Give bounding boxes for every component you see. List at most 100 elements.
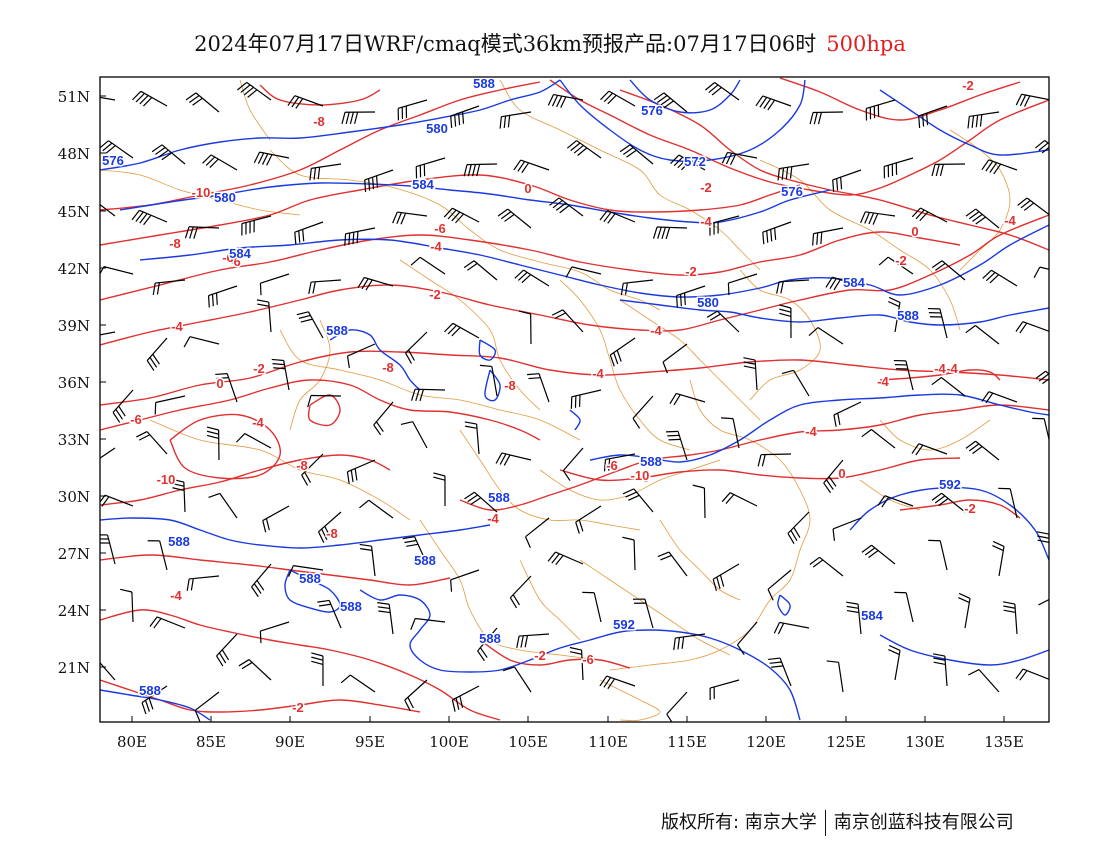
lat-tick-label: 33N bbox=[58, 431, 90, 449]
wind-barb-feather bbox=[261, 153, 269, 165]
wind-barb bbox=[476, 424, 480, 455]
wind-barb-feather bbox=[148, 697, 154, 710]
wind-barb-feather bbox=[975, 216, 986, 225]
wind-barb-feather bbox=[237, 81, 248, 91]
wind-barb-feather bbox=[603, 211, 612, 223]
wind-barb-feather bbox=[359, 543, 372, 547]
wind-barb-feather bbox=[846, 605, 859, 609]
wind-barb-feather bbox=[433, 472, 446, 477]
wind-barb-feather bbox=[569, 651, 582, 655]
map-title: 2024年07月17日WRF/cmaq模式36km预报产品:07月17日06时 5… bbox=[0, 28, 1100, 58]
province-boundary bbox=[289, 319, 331, 431]
wind-barb-feather bbox=[599, 210, 608, 221]
wind-barb bbox=[779, 279, 810, 283]
temperature-contour bbox=[100, 231, 961, 301]
copyright-footer: 版权所有: 南京大学 南京创蓝科技有限公司 bbox=[661, 808, 1014, 836]
temperature-label: 0 bbox=[911, 224, 918, 239]
temperature-contour bbox=[100, 554, 451, 586]
wind-barb-feather bbox=[208, 492, 221, 499]
wind-barb-feather bbox=[410, 256, 421, 266]
wind-barb-feather bbox=[619, 144, 631, 153]
wind-barb-feather bbox=[509, 597, 518, 609]
wind-barb-feather bbox=[833, 414, 837, 427]
wind-barb-feather bbox=[704, 82, 715, 91]
wind-barb-feather bbox=[470, 497, 482, 505]
geopotential-label: 576 bbox=[102, 153, 124, 168]
wind-barb-feather bbox=[555, 555, 564, 566]
wind-barb-feather bbox=[915, 209, 925, 220]
wind-barb-feather bbox=[288, 565, 294, 577]
wind-barb-feather bbox=[657, 551, 670, 558]
wind-barb-feather bbox=[419, 389, 424, 402]
wind-barb bbox=[283, 360, 290, 391]
wind-barb-feather bbox=[257, 152, 265, 164]
wind-barb bbox=[1014, 604, 1018, 635]
wind-barb-feather bbox=[861, 429, 872, 438]
wind-barb-feather bbox=[683, 292, 686, 305]
wind-barb-feather bbox=[559, 205, 570, 214]
wind-barb bbox=[416, 157, 446, 168]
geopotential-label: 584 bbox=[861, 608, 883, 623]
geopotential-label: 576 bbox=[781, 184, 803, 199]
wind-barb-feather bbox=[352, 232, 355, 245]
wind-barb-feather bbox=[840, 177, 843, 190]
wind-barb bbox=[793, 369, 810, 397]
wind-barb-feather bbox=[666, 713, 673, 722]
wind-barb-feather bbox=[465, 425, 478, 429]
wind-barb bbox=[141, 685, 168, 704]
wind-barb-feather bbox=[769, 661, 782, 664]
wind-barb bbox=[978, 669, 1000, 693]
wind-barb-feather bbox=[272, 362, 285, 366]
wind-barb bbox=[833, 401, 862, 416]
wind-barb bbox=[452, 685, 480, 701]
wind-barb-feather bbox=[888, 649, 900, 656]
wind-barb bbox=[241, 215, 272, 225]
wind-barb-feather bbox=[206, 430, 219, 435]
temperature-contour bbox=[779, 77, 1021, 121]
wind-barb-feather bbox=[662, 361, 669, 374]
temperature-label: -4 bbox=[877, 374, 889, 389]
wind-barb-feather bbox=[785, 167, 789, 180]
wind-barb bbox=[608, 90, 636, 107]
wind-barb-feather bbox=[447, 324, 457, 335]
wind-barb bbox=[975, 440, 1000, 461]
wind-barb bbox=[466, 163, 498, 166]
wind-barb-feather bbox=[238, 659, 250, 667]
wind-barb-feather bbox=[467, 494, 478, 503]
wind-barb-feather bbox=[552, 199, 563, 209]
wind-barb-feather bbox=[781, 167, 785, 180]
wind-barb bbox=[941, 260, 966, 281]
wind-barb bbox=[1022, 668, 1049, 680]
wind-barb-feather bbox=[919, 211, 929, 222]
temperature-contour bbox=[479, 639, 631, 669]
wind-barb bbox=[450, 105, 480, 117]
wind-barb bbox=[538, 373, 550, 403]
wind-barb bbox=[146, 431, 168, 455]
wind-barb-feather bbox=[291, 96, 300, 108]
geopotential-contour bbox=[139, 224, 1049, 298]
wind-barb-feather bbox=[1041, 146, 1049, 154]
wind-barb bbox=[301, 453, 324, 476]
geopotential-label: 588 bbox=[299, 571, 321, 586]
wind-barb-feather bbox=[993, 163, 1002, 175]
temperature-label: -4 bbox=[700, 214, 712, 229]
wind-barb-feather bbox=[673, 394, 681, 406]
wind-barb-feather bbox=[812, 233, 815, 246]
wind-barb-feather bbox=[711, 86, 722, 96]
temperature-label: -4 bbox=[487, 511, 499, 526]
wind-barb-feather bbox=[131, 209, 140, 221]
wind-barb bbox=[832, 517, 862, 530]
temperature-label: -6 bbox=[606, 458, 618, 473]
wind-barb-feather bbox=[372, 177, 375, 190]
wind-barb-feather bbox=[194, 710, 201, 722]
geopotential-label: 588 bbox=[326, 323, 348, 338]
wind-barb bbox=[832, 276, 862, 287]
lat-tick-label: 42N bbox=[58, 260, 90, 278]
wind-barb bbox=[328, 600, 342, 629]
wind-barb bbox=[964, 598, 971, 629]
wind-barb-feather bbox=[600, 90, 610, 101]
wind-barb-feather bbox=[779, 304, 792, 309]
wind-barb-feather bbox=[759, 97, 768, 108]
wind-barb-feather bbox=[1019, 94, 1027, 107]
temperature-label: -10 bbox=[157, 472, 176, 487]
